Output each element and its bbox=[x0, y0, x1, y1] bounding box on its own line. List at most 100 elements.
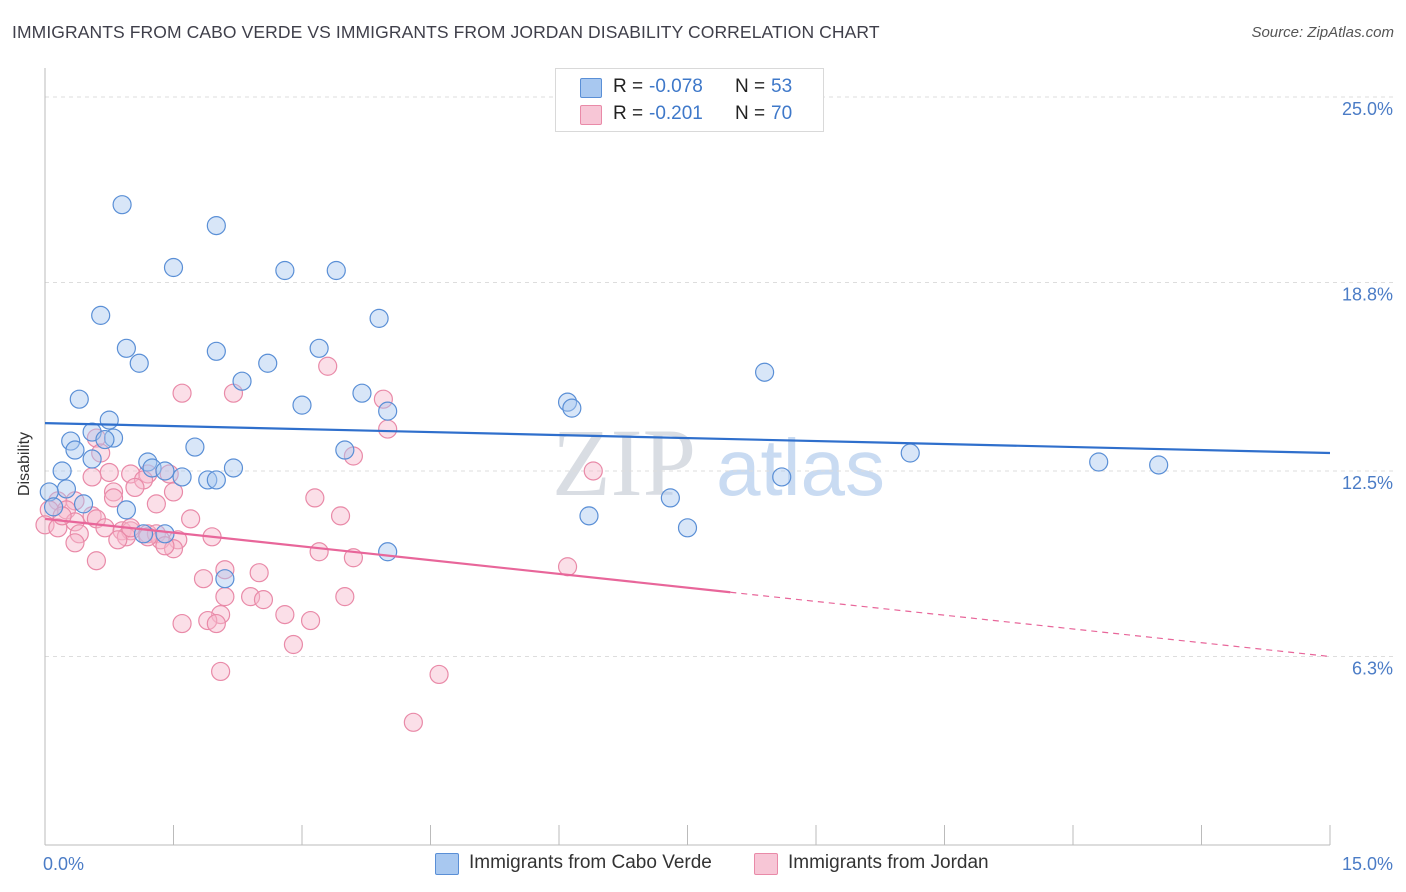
data-point bbox=[172, 467, 192, 487]
data-point bbox=[163, 257, 184, 278]
data-point bbox=[660, 488, 680, 508]
data-point bbox=[206, 470, 226, 490]
data-point bbox=[193, 569, 214, 589]
data-point bbox=[73, 494, 94, 514]
data-point bbox=[129, 353, 149, 373]
data-point bbox=[352, 383, 372, 403]
source-credit: Source: ZipAtlas.com bbox=[1251, 24, 1394, 41]
data-point bbox=[172, 613, 192, 634]
data-point bbox=[300, 610, 321, 631]
data-point bbox=[86, 551, 107, 571]
legend-swatch-blue bbox=[435, 853, 459, 875]
data-point bbox=[335, 440, 355, 460]
data-point bbox=[557, 557, 578, 577]
data-point bbox=[223, 458, 244, 478]
y-tick-label: 6.3% bbox=[1352, 658, 1393, 678]
correlation-legend: R = -0.078 N = 53 R = -0.201 N = 70 bbox=[555, 68, 824, 132]
legend-row-jordan: R = -0.201 N = 70 bbox=[556, 101, 823, 127]
data-point bbox=[378, 419, 398, 439]
data-point bbox=[61, 431, 81, 451]
data-point bbox=[275, 260, 295, 281]
data-point bbox=[318, 356, 338, 376]
legend-r-value: -0.201 bbox=[649, 103, 703, 124]
data-point bbox=[103, 488, 124, 508]
data-point bbox=[369, 308, 389, 328]
data-point bbox=[99, 462, 119, 483]
data-point bbox=[125, 477, 145, 498]
data-point bbox=[330, 506, 351, 526]
data-point bbox=[249, 563, 269, 583]
trend-line-jordan-projection bbox=[730, 591, 1331, 658]
data-point bbox=[754, 362, 775, 382]
watermark-atlas: atlas bbox=[716, 423, 885, 512]
data-point bbox=[108, 530, 128, 550]
y-tick-label: 12.5% bbox=[1342, 473, 1393, 493]
data-point bbox=[133, 524, 154, 544]
data-point bbox=[429, 664, 449, 685]
data-point bbox=[65, 440, 85, 460]
data-point bbox=[583, 461, 603, 481]
y-tick-label: 18.8% bbox=[1342, 284, 1393, 304]
data-point bbox=[579, 506, 599, 526]
legend-n-label: N = bbox=[735, 103, 766, 124]
data-point bbox=[677, 518, 698, 538]
data-point bbox=[309, 542, 329, 562]
series-cabo-verde-points bbox=[39, 195, 1169, 589]
data-point bbox=[43, 497, 64, 517]
data-point bbox=[283, 634, 304, 655]
data-point bbox=[275, 605, 295, 625]
data-point bbox=[69, 524, 89, 544]
data-point bbox=[253, 590, 274, 610]
data-point bbox=[215, 587, 235, 607]
trend-line-jordan bbox=[44, 517, 731, 594]
legend-row-cabo-verde: R = -0.078 N = 53 bbox=[556, 74, 823, 100]
data-point bbox=[326, 260, 346, 281]
legend-n-value: 70 bbox=[771, 103, 793, 124]
data-point bbox=[206, 341, 226, 361]
series-jordan-points bbox=[35, 356, 603, 732]
x-tick-label-max: 15.0% bbox=[1342, 854, 1393, 874]
data-point bbox=[206, 613, 226, 634]
data-point bbox=[91, 305, 111, 325]
data-point bbox=[211, 661, 231, 682]
legend-r-value: -0.078 bbox=[649, 76, 703, 97]
y-tick-label: 25.0% bbox=[1342, 99, 1393, 119]
legend-r-label: R = bbox=[613, 103, 644, 124]
data-point bbox=[48, 518, 68, 538]
data-point bbox=[1149, 455, 1169, 475]
data-point bbox=[56, 479, 77, 499]
data-point bbox=[116, 500, 136, 520]
data-point bbox=[103, 482, 124, 502]
data-point bbox=[562, 398, 582, 418]
data-point bbox=[112, 195, 132, 215]
trend-line-cabo-verde bbox=[44, 422, 1331, 455]
data-point bbox=[99, 410, 119, 430]
trend-lines bbox=[44, 422, 1331, 658]
data-point bbox=[39, 482, 59, 502]
tick-labels: 25.0% 18.8% 12.5% 6.3% 0.0% 15.0% bbox=[43, 99, 1393, 874]
data-point bbox=[258, 353, 278, 373]
data-point bbox=[403, 712, 423, 732]
data-point bbox=[292, 395, 312, 415]
data-point bbox=[69, 389, 89, 409]
chart-title: IMMIGRANTS FROM CABO VERDE VS IMMIGRANTS… bbox=[12, 22, 880, 42]
data-point bbox=[146, 494, 166, 514]
data-point bbox=[309, 338, 329, 358]
data-point bbox=[772, 467, 792, 487]
legend-label: Immigrants from Jordan bbox=[788, 852, 989, 873]
data-point bbox=[95, 429, 115, 450]
data-point bbox=[172, 383, 192, 403]
data-point bbox=[155, 524, 175, 544]
legend-r-label: R = bbox=[613, 76, 644, 97]
data-point bbox=[52, 461, 72, 481]
data-point bbox=[82, 467, 102, 487]
data-point bbox=[155, 461, 175, 481]
legend-n-label: N = bbox=[735, 76, 766, 97]
data-point bbox=[65, 533, 85, 553]
data-point bbox=[232, 371, 252, 391]
data-point bbox=[206, 216, 226, 236]
data-point bbox=[215, 569, 235, 589]
legend-n-value: 53 bbox=[771, 76, 793, 97]
data-point bbox=[900, 443, 920, 463]
